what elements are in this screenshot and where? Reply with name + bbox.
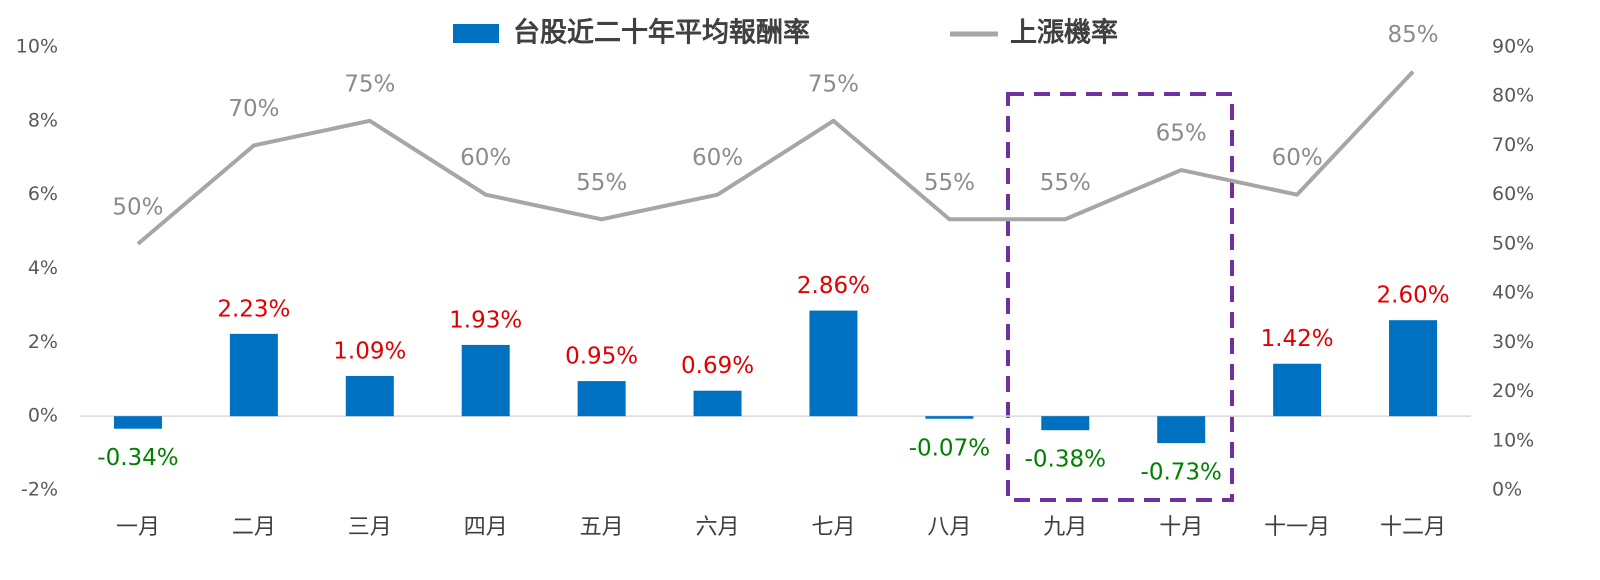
bar: [693, 390, 742, 417]
line-value-label: 75%: [808, 71, 859, 97]
y2-tick-label: 30%: [1492, 331, 1534, 353]
y2-tick-label: 20%: [1492, 380, 1534, 402]
bar: [1041, 416, 1090, 431]
y2-tick-label: 60%: [1492, 183, 1534, 205]
y-tick-label: 0%: [28, 405, 58, 427]
bar-value-label: -0.34%: [97, 445, 178, 471]
bar: [345, 375, 394, 417]
bar-value-label: 1.93%: [449, 307, 522, 333]
bar-value-label: -0.07%: [909, 435, 990, 461]
x-tick-label: 四月: [464, 515, 508, 540]
bar: [1273, 363, 1322, 417]
line-value-label: 75%: [344, 71, 395, 97]
x-tick-label: 十一月: [1264, 515, 1330, 540]
bar: [925, 416, 974, 419]
y-tick-label: 8%: [28, 109, 58, 131]
legend-swatch: [453, 24, 499, 43]
x-tick-label: 二月: [232, 515, 276, 540]
y-tick-label: 6%: [28, 183, 58, 205]
legend-label: 台股近二十年平均報酬率: [513, 17, 810, 49]
line-value-label: 55%: [924, 170, 975, 196]
highlight-box: [1006, 92, 1234, 502]
bar-value-label: 0.95%: [565, 344, 638, 370]
x-tick-label: 七月: [811, 515, 855, 540]
line-value-label: 65%: [1156, 121, 1207, 147]
y-tick-label: 4%: [28, 257, 58, 279]
line-value-label: 85%: [1387, 22, 1438, 48]
x-tick-label: 十月: [1159, 515, 1203, 540]
bar-value-label: 1.09%: [333, 338, 406, 364]
bar-value-label: 2.60%: [1377, 283, 1450, 309]
x-tick-label: 六月: [696, 515, 740, 540]
line-value-label: 70%: [228, 96, 279, 122]
y2-tick-label: 80%: [1492, 85, 1534, 107]
bar-value-label: -0.38%: [1025, 447, 1106, 473]
x-tick-label: 一月: [116, 515, 160, 540]
bar: [229, 333, 278, 417]
bar-value-label: 2.23%: [217, 296, 290, 322]
y2-tick-label: 0%: [1492, 479, 1522, 501]
y2-tick-label: 70%: [1492, 134, 1534, 156]
bar: [577, 381, 626, 417]
bar-value-label: 1.42%: [1261, 326, 1334, 352]
y-tick-label: -2%: [21, 479, 58, 501]
y-tick-label: 2%: [28, 331, 58, 353]
line-value-label: 60%: [460, 145, 511, 171]
y2-tick-label: 10%: [1492, 429, 1534, 451]
y2-tick-label: 90%: [1492, 36, 1534, 58]
x-tick-label: 五月: [580, 515, 624, 540]
y2-tick-label: 50%: [1492, 232, 1534, 254]
x-tick-label: 九月: [1043, 515, 1087, 540]
bar-value-label: -0.73%: [1141, 460, 1222, 486]
x-tick-label: 三月: [348, 515, 392, 540]
x-tick-label: 八月: [927, 515, 971, 540]
y2-tick-label: 40%: [1492, 282, 1534, 304]
line: [136, 70, 1415, 246]
line-value-label: 50%: [112, 194, 163, 220]
bar-value-label: 2.86%: [797, 273, 870, 299]
line-value-label: 55%: [1040, 170, 1091, 196]
bar: [1157, 416, 1206, 444]
line-value-label: 60%: [692, 145, 743, 171]
y-tick-label: 10%: [16, 36, 58, 58]
bar: [113, 416, 162, 429]
line-value-label: 55%: [576, 170, 627, 196]
bar: [809, 310, 858, 417]
x-tick-label: 十二月: [1380, 515, 1446, 540]
bar: [461, 344, 510, 417]
line-value-label: 60%: [1272, 145, 1323, 171]
bar: [1389, 320, 1438, 417]
bar-value-label: 0.69%: [681, 353, 754, 379]
legend-label: 上漲機率: [1010, 17, 1118, 49]
